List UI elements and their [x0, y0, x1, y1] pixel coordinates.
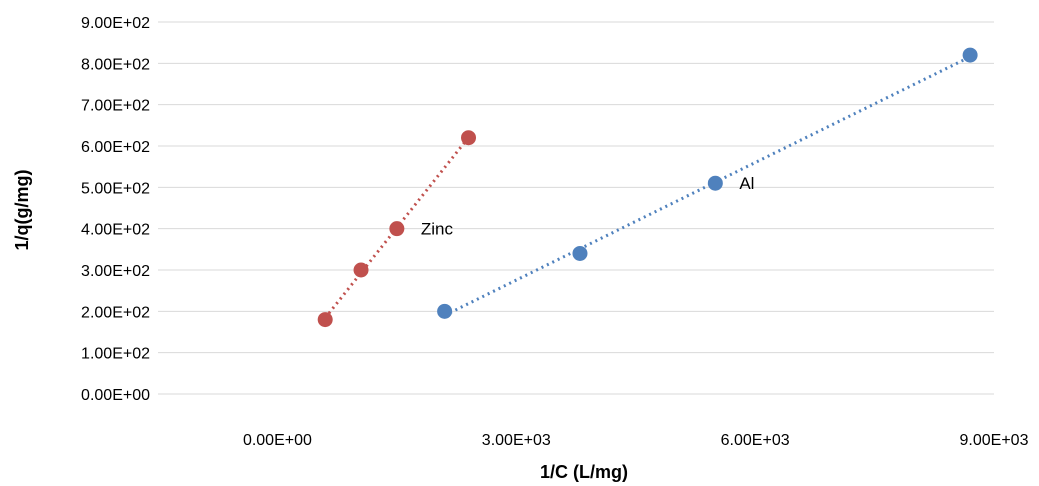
- series-label-zinc: Zinc: [421, 220, 454, 239]
- y-tick-label: 8.00E+02: [81, 56, 150, 73]
- y-tick-label: 3.00E+02: [81, 263, 150, 280]
- y-axis-title: 1/q(g/mg): [12, 170, 32, 251]
- data-point-al: [962, 47, 978, 63]
- data-point-zinc: [353, 262, 369, 278]
- y-tick-label: 9.00E+02: [81, 15, 150, 32]
- y-tick-label: 5.00E+02: [81, 180, 150, 197]
- y-tick-label: 7.00E+02: [81, 98, 150, 115]
- axes: 0.00E+00 1.00E+02 2.00E+02 3.00E+02 4.00E+02…: [81, 15, 1029, 449]
- y-tick-label: 6.00E+02: [81, 139, 150, 156]
- gridlines: [158, 21, 994, 395]
- y-tick-label: 2.00E+02: [81, 304, 150, 321]
- x-tick-label: 6.00E+03: [721, 432, 790, 449]
- x-tick-label: 9.00E+03: [960, 432, 1029, 449]
- y-tick-label: 0.00E+00: [81, 387, 150, 404]
- x-axis-title: 1/C (L/mg): [540, 462, 628, 482]
- data-point-zinc: [461, 130, 477, 146]
- data-point-al: [707, 175, 723, 191]
- data-point-zinc: [317, 312, 333, 328]
- y-tick-label: 1.00E+02: [81, 346, 150, 363]
- y-tick-label: 4.00E+02: [81, 222, 150, 239]
- x-tick-label: 0.00E+00: [243, 432, 312, 449]
- trendline-al: [443, 55, 971, 317]
- data-point-al: [572, 245, 588, 261]
- data-point-al: [437, 303, 453, 319]
- series-label-al: Al: [739, 174, 754, 193]
- x-tick-label: 3.00E+03: [482, 432, 551, 449]
- series-labels: Zinc Al: [421, 174, 755, 238]
- data-points: [317, 47, 978, 328]
- data-point-zinc: [389, 221, 405, 237]
